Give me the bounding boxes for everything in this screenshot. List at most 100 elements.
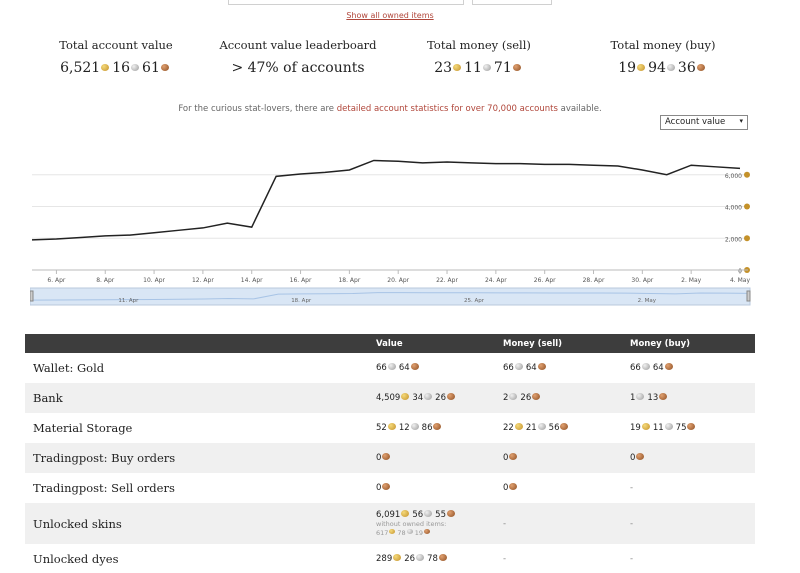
navigator-tick-label: 25. Apr xyxy=(464,298,485,304)
cell-value: 0 xyxy=(368,443,495,473)
silver-coin-icon xyxy=(666,63,675,71)
amount-number: 61 xyxy=(142,60,160,76)
amount-number: 617 xyxy=(376,528,389,537)
amount-number: 16 xyxy=(112,60,131,76)
show-owned-items-link[interactable]: Show all owned items xyxy=(346,11,434,20)
silver-coin-icon xyxy=(514,363,523,370)
table-row: Material Storage 52 12 86 22 21 56 19 11 75 xyxy=(25,413,755,443)
cell-money-buy: - xyxy=(622,544,755,573)
summary-value: > 47% of accounts xyxy=(231,60,365,76)
copper-coin-icon xyxy=(382,453,391,460)
row-label: Wallet: Gold xyxy=(33,361,105,375)
amount-number: 55 xyxy=(435,509,446,520)
cell-money-sell: 66 64 xyxy=(495,353,622,383)
summary-value: 19 94 36 xyxy=(588,60,738,76)
amount-number: 0 xyxy=(630,453,636,463)
amount-number: 0 xyxy=(376,453,382,463)
summary-money-buy: Total money (buy) 19 94 36 xyxy=(588,38,738,76)
copper-coin-icon xyxy=(410,363,419,370)
row-label: Unlocked skins xyxy=(33,516,122,531)
amount-number: 34 xyxy=(412,393,424,403)
cell-money-buy: - xyxy=(622,503,755,544)
table-body: Wallet: Gold 66 64 66 64 66 64 Bank 4,509 34 26 2 26… xyxy=(25,353,755,573)
navigator-series-line xyxy=(30,292,751,301)
empty-value: - xyxy=(630,518,634,529)
empty-value: - xyxy=(630,554,634,564)
search-button[interactable] xyxy=(472,0,552,5)
x-tick-label: 12. Apr xyxy=(192,277,214,284)
copper-coin-icon xyxy=(423,529,430,534)
table-row: Unlocked dyes 289 26 78 - - xyxy=(25,544,755,573)
table-row: Tradingpost: Sell orders 0 0 - xyxy=(25,473,755,503)
statistics-note: For the curious stat-lovers, there are d… xyxy=(0,104,780,114)
search-input[interactable] xyxy=(228,0,464,5)
gold-coin-icon xyxy=(637,63,646,71)
value-without-owned: 617 78 19 xyxy=(376,529,487,538)
x-tick-label: 18. Apr xyxy=(338,277,360,284)
cell-value: 0 xyxy=(368,473,495,503)
x-tick-label: 30. Apr xyxy=(631,277,653,284)
summary-leaderboard: Account value leaderboard > 47% of accou… xyxy=(212,38,384,76)
amount-number: 94 xyxy=(648,60,666,76)
y-tick-label: 6,000 xyxy=(725,173,742,180)
row-label: Unlocked dyes xyxy=(33,552,119,566)
x-tick-label: 6. Apr xyxy=(47,277,66,284)
copper-coin-icon xyxy=(433,423,442,430)
cell-money-sell: 22 21 56 xyxy=(495,413,622,443)
silver-coin-icon xyxy=(416,554,425,561)
x-tick-label: 16. Apr xyxy=(290,277,312,284)
x-tick-label: 4. May xyxy=(730,277,750,284)
amount-number: 78 xyxy=(427,554,438,564)
amount-number: 0 xyxy=(503,483,509,493)
series-line-account-value xyxy=(31,159,741,241)
silver-coin-icon xyxy=(387,363,396,370)
amount-number: 0 xyxy=(503,453,509,463)
gold-coin-icon xyxy=(393,554,402,561)
navigator-handle-right xyxy=(746,290,751,302)
amount-number: 6,091 xyxy=(376,509,401,520)
summary-label: Total money (buy) xyxy=(610,38,716,52)
amount-number: 0 xyxy=(376,483,382,493)
amount-number: 19 xyxy=(630,423,641,433)
silver-coin-icon xyxy=(131,63,140,71)
statistics-note-prefix: For the curious stat-lovers, there are xyxy=(178,104,337,114)
row-label: Tradingpost: Sell orders xyxy=(33,481,175,495)
navigator-handle-left xyxy=(30,290,34,302)
amount-number: 13 xyxy=(647,393,659,403)
summary-total-value: Total account value 6,521 16 61 xyxy=(38,38,194,76)
cell-money-sell: - xyxy=(495,503,622,544)
copper-coin-icon xyxy=(664,363,673,370)
amount-number: 75 xyxy=(675,423,687,433)
amount-number: 26 xyxy=(435,393,446,403)
copper-coin-icon xyxy=(537,363,546,370)
copper-coin-icon xyxy=(382,483,391,490)
x-tick-label: 14. Apr xyxy=(241,277,263,284)
copper-coin-icon xyxy=(532,393,541,400)
amount-number: 56 xyxy=(412,509,424,520)
amount-number: 26 xyxy=(404,554,416,564)
empty-value: - xyxy=(503,518,507,529)
silver-coin-icon xyxy=(482,63,491,71)
y-tick-label: 4,000 xyxy=(725,205,742,212)
table-row: Unlocked skins 6,091 56 55 without owned ite… xyxy=(25,503,755,544)
statistics-note-suffix: available. xyxy=(557,104,602,114)
detailed-statistics-link[interactable]: detailed account statistics for over 70,… xyxy=(336,104,558,114)
table-row: Tradingpost: Buy orders 0 0 0 xyxy=(25,443,755,473)
chart-metric-select[interactable]: Account value ▾ xyxy=(660,115,748,130)
summary-label: Total account value xyxy=(59,38,173,52)
gold-coin-icon xyxy=(514,423,523,430)
x-tick-label: 24. Apr xyxy=(485,277,507,284)
copper-coin-icon xyxy=(560,423,569,430)
silver-coin-icon xyxy=(636,393,645,400)
amount-number: 64 xyxy=(525,363,537,373)
cell-money-buy: - xyxy=(622,473,755,503)
cell-money-sell: 2 26 xyxy=(495,383,622,413)
copper-coin-icon xyxy=(447,509,455,517)
gold-coin-icon xyxy=(744,235,750,242)
amount-number: 56 xyxy=(548,423,560,433)
amount-number: 12 xyxy=(398,423,410,433)
x-tick-label: 26. Apr xyxy=(534,277,556,284)
gold-coin-icon xyxy=(453,63,462,71)
